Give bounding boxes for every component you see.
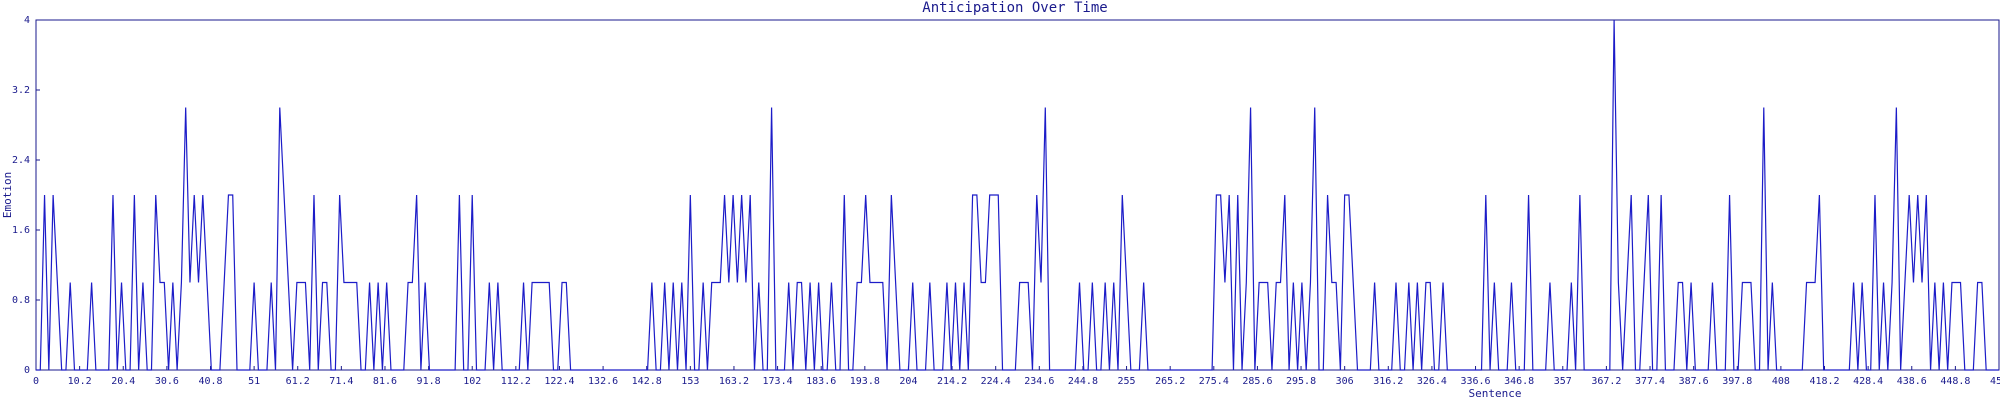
x-tick-label: 153 xyxy=(681,376,699,387)
x-tick-label: 326.4 xyxy=(1417,376,1447,387)
x-tick-label: 173.4 xyxy=(763,376,793,387)
y-axis-label: Emotion xyxy=(1,172,14,218)
x-tick-label: 265.2 xyxy=(1155,376,1185,387)
x-tick-label: 61.2 xyxy=(286,376,310,387)
x-tick-label: 81.6 xyxy=(373,376,397,387)
x-tick-label: 132.6 xyxy=(588,376,618,387)
x-tick-label: 204 xyxy=(899,376,917,387)
x-tick-label: 387.6 xyxy=(1679,376,1709,387)
x-tick-label: 214.2 xyxy=(937,376,967,387)
x-tick-label: 30.6 xyxy=(155,376,179,387)
x-tick-label: 224.4 xyxy=(981,376,1011,387)
y-tick-label: 0.8 xyxy=(12,295,30,306)
x-tick-label: 20.4 xyxy=(111,376,135,387)
x-tick-label: 459 xyxy=(1990,376,2000,387)
x-tick-label: 397.8 xyxy=(1722,376,1752,387)
x-tick-label: 71.4 xyxy=(329,376,353,387)
plot-frame xyxy=(35,19,2000,371)
x-tick-label: 438.6 xyxy=(1897,376,1927,387)
x-tick-label: 448.8 xyxy=(1940,376,1970,387)
x-tick-label: 183.6 xyxy=(806,376,836,387)
x-tick-label: 377.4 xyxy=(1635,376,1665,387)
x-tick-label: 193.8 xyxy=(850,376,880,387)
x-tick-label: 51 xyxy=(248,376,260,387)
x-tick-label: 336.6 xyxy=(1460,376,1490,387)
x-tick-label: 234.6 xyxy=(1024,376,1054,387)
x-tick-label: 367.2 xyxy=(1591,376,1621,387)
x-tick-label: 142.8 xyxy=(632,376,662,387)
x-axis-label: Sentence xyxy=(1469,387,1522,400)
chart-title: Anticipation Over Time xyxy=(922,0,1107,16)
x-tick-label: 102 xyxy=(463,376,481,387)
x-tick-label: 346.8 xyxy=(1504,376,1534,387)
x-tick-label: 316.2 xyxy=(1373,376,1403,387)
x-tick-label: 408 xyxy=(1772,376,1790,387)
y-tick-label: 4 xyxy=(24,15,30,26)
x-tick-label: 428.4 xyxy=(1853,376,1883,387)
x-tick-label: 91.8 xyxy=(417,376,441,387)
x-tick-label: 285.6 xyxy=(1242,376,1272,387)
x-tick-label: 244.8 xyxy=(1068,376,1098,387)
x-tick-label: 357 xyxy=(1554,376,1572,387)
x-tick-label: 0 xyxy=(33,376,39,387)
x-tick-label: 40.8 xyxy=(198,376,222,387)
x-tick-label: 122.4 xyxy=(544,376,574,387)
x-tick-label: 306 xyxy=(1336,376,1354,387)
x-tick-label: 295.8 xyxy=(1286,376,1316,387)
y-tick-label: 1.6 xyxy=(12,225,30,236)
x-tick-label: 112.2 xyxy=(501,376,531,387)
y-tick-label: 0 xyxy=(24,365,30,376)
x-tick-label: 163.2 xyxy=(719,376,749,387)
x-tick-label: 418.2 xyxy=(1809,376,1839,387)
x-tick-label: 255 xyxy=(1118,376,1136,387)
data-line xyxy=(36,19,1999,371)
x-tick-label: 275.4 xyxy=(1199,376,1229,387)
y-tick-label: 3.2 xyxy=(12,85,30,96)
y-tick-label: 2.4 xyxy=(12,155,30,166)
x-tick-label: 10.2 xyxy=(68,376,92,387)
